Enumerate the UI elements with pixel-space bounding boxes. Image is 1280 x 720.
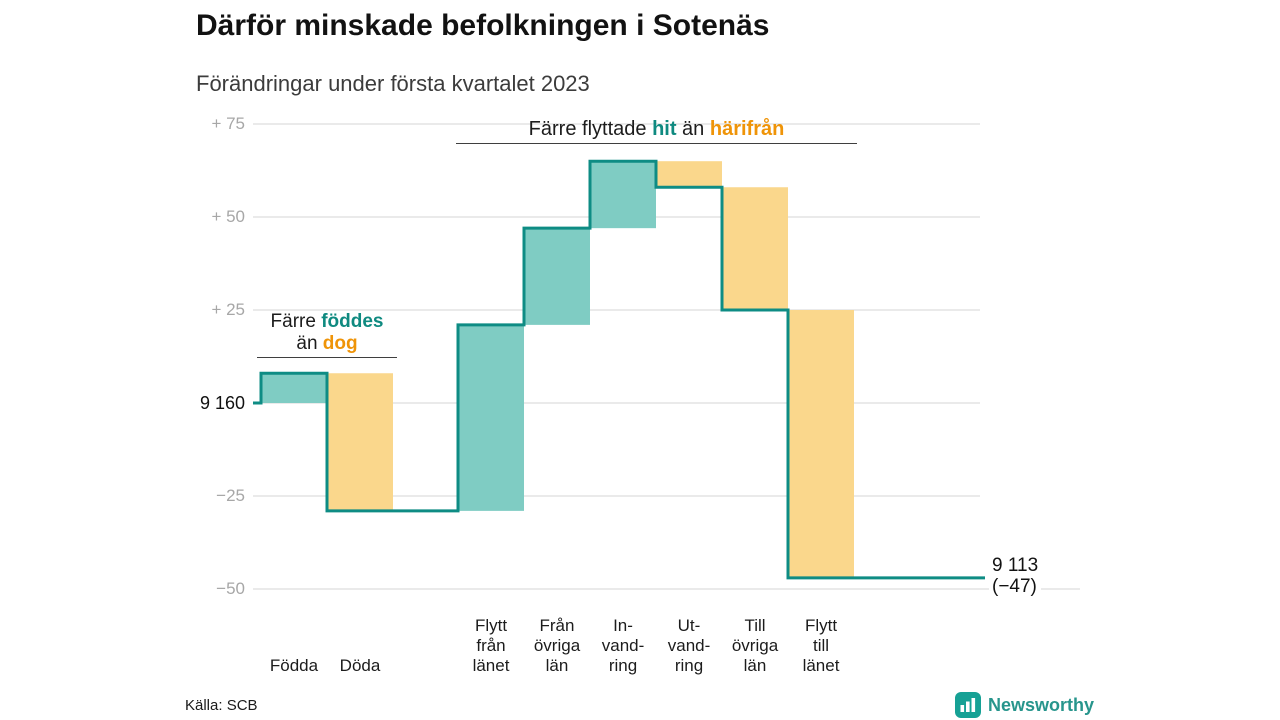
x-label-fran-ovriga-lan: Från övriga län	[533, 616, 581, 675]
annotation-text: Färre	[270, 311, 322, 332]
annotation-moves: Färre flyttade hit än härifrån	[456, 117, 857, 141]
bar-invandring	[590, 161, 656, 229]
bar-utvandring	[656, 161, 722, 188]
annotation-births-line2: än dog	[256, 333, 398, 355]
x-label-till-ovriga-lan: Till övriga län	[731, 616, 779, 675]
x-label-flytt-fran-lanet: Flytt från länet	[472, 616, 510, 675]
end-value: 9 113	[992, 555, 1039, 576]
bar-doda	[327, 373, 393, 511]
annotation-births-rule	[257, 357, 397, 358]
annotation-highlight-orange: dog	[322, 333, 358, 354]
y-tick-label: −25	[216, 486, 245, 505]
x-label-fodda: Födda	[269, 656, 319, 675]
bar-flytt-fran-lanet	[458, 324, 524, 511]
bar-fodda	[261, 373, 327, 403]
bar-till-ovriga-lan	[722, 187, 788, 310]
annotation-births: Färre föddes än dog	[256, 311, 398, 355]
annotation-text: än	[296, 333, 323, 354]
end-value-label: 9 113 (−47)	[989, 553, 1042, 599]
newsworthy-logo: Newsworthy	[955, 692, 1094, 718]
annotation-text: än	[676, 118, 710, 140]
x-label-flytt-till-lanet: Flytt till länet	[802, 616, 840, 675]
bar-fran-ovriga-lan	[524, 228, 590, 325]
annotation-moves-rule	[456, 143, 857, 144]
x-label-doda: Döda	[339, 656, 381, 675]
annotation-highlight-teal: föddes	[321, 311, 384, 332]
annotation-text: Färre flyttade	[528, 118, 653, 140]
bar-flytt-till-lanet	[788, 310, 854, 578]
x-label-invandring: In-vand-ring	[601, 616, 645, 675]
y-tick-label: −50	[216, 579, 245, 598]
baseline-value-label: 9 160	[199, 393, 245, 413]
waterfall-step-line	[253, 159, 985, 580]
chart-title: Därför minskade befolkningen i Sotenäs	[196, 9, 770, 42]
brand-name: Newsworthy	[988, 694, 1095, 715]
x-label-utvandring: Ut-vand-ring	[667, 616, 711, 675]
source-credit: Källa: SCB	[185, 697, 258, 714]
annotation-highlight-teal: hit	[652, 118, 677, 140]
y-tick-label: + 50	[211, 207, 245, 226]
y-tick-label: + 25	[211, 300, 245, 319]
y-tick-label: + 75	[211, 114, 245, 133]
chart-subtitle: Förändringar under första kvartalet 2023	[196, 71, 590, 96]
annotation-births-line1: Färre föddes	[256, 311, 398, 333]
annotation-highlight-orange: härifrån	[709, 118, 785, 140]
end-delta: (−47)	[992, 576, 1037, 597]
newsworthy-icon	[955, 692, 981, 718]
